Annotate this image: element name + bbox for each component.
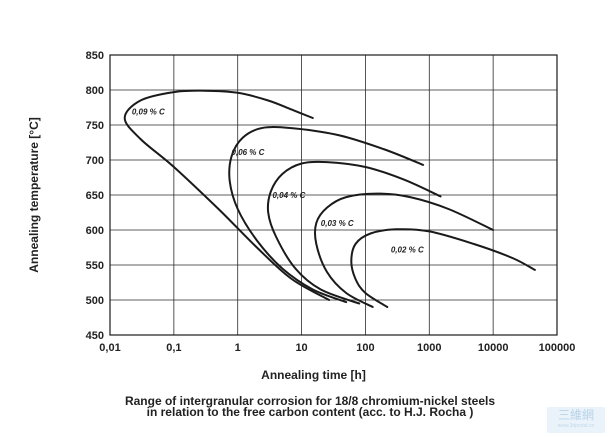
y-tick-label: 650 — [86, 190, 104, 202]
curve-label-4: 0,03 % C — [321, 219, 354, 228]
y-axis-title: Annealing temperature [°C] — [27, 117, 41, 272]
curves — [123, 89, 536, 308]
curve-label-5: 0,02 % C — [391, 245, 424, 254]
y-tick-labels: 450 500 550 600 650 700 750 800 850 — [86, 50, 104, 342]
curve-2 — [228, 126, 425, 304]
curve-4 — [313, 192, 495, 308]
curve-label-2: 0,06 % C — [232, 148, 265, 157]
caption-line-1: Range of intergranular corrosion for 18/… — [124, 394, 496, 408]
plot-frame — [109, 54, 558, 336]
curve-3 — [266, 160, 442, 305]
watermark-text: 三維網 — [557, 408, 594, 422]
curve-label-3: 0,04 % C — [272, 191, 305, 200]
x-tick-label: 1 — [235, 342, 241, 354]
x-tick-label: 0,01 — [99, 342, 120, 354]
y-tick-label: 450 — [86, 330, 104, 342]
caption-line-2: in relation to the free carbon content (… — [146, 405, 474, 419]
curve-label-1: 0,09 % C — [132, 108, 165, 117]
curve-labels: 0,09 % C 0,06 % C 0,04 % C 0,03 % C 0,02 % C — [132, 108, 424, 255]
curve-5 — [350, 228, 536, 308]
watermark-url: www.3dportal.cn — [557, 423, 595, 429]
grid — [109, 54, 558, 336]
y-tick-label: 500 — [86, 295, 104, 307]
y-tick-label: 850 — [86, 50, 104, 62]
x-tick-label: 100000 — [539, 342, 576, 354]
x-tick-labels: 0,01 0,1 1 10 100 1000 10000 100000 — [99, 342, 575, 354]
x-tick-label: 0,1 — [166, 342, 181, 354]
x-tick-label: 10 — [295, 342, 307, 354]
y-tick-label: 750 — [86, 120, 104, 132]
x-tick-label: 10000 — [478, 342, 509, 354]
x-tick-label: 1000 — [417, 342, 441, 354]
y-tick-label: 700 — [86, 155, 104, 167]
x-tick-label: 100 — [356, 342, 374, 354]
y-tick-label: 550 — [86, 260, 104, 272]
y-tick-label: 600 — [86, 225, 104, 237]
x-axis-title: Annealing time [h] — [261, 368, 366, 382]
curve-1 — [123, 89, 331, 301]
watermark-logo: 三維網 www.3dportal.cn — [547, 407, 605, 433]
y-tick-label: 800 — [86, 85, 104, 97]
